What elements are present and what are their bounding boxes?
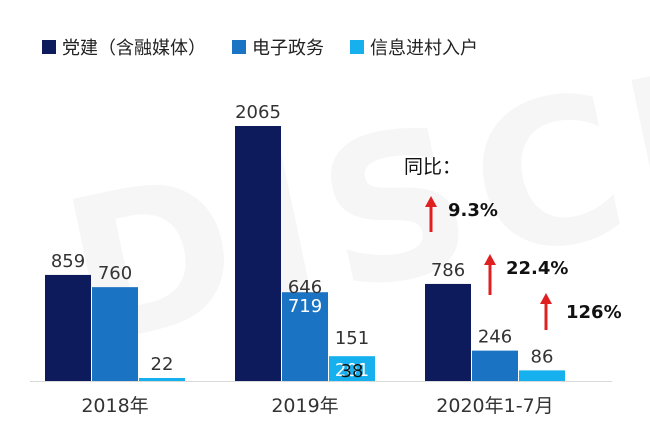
bar-label-0-1: 760 bbox=[98, 263, 132, 284]
yoy-value-series-2: 22.4% bbox=[506, 258, 569, 279]
legend: 党建（含融媒体） 电子政务 信息进村入户 bbox=[42, 34, 478, 60]
legend-label-series-3: 信息进村入户 bbox=[370, 38, 478, 59]
legend-swatch-series-1 bbox=[42, 40, 56, 54]
yoy-arrow-head-2 bbox=[540, 293, 552, 304]
extra-label-2019-rural-inner: 38 bbox=[341, 361, 364, 382]
bar-label-0-2: 22 bbox=[151, 354, 174, 375]
bar-label-1-2: 201 bbox=[335, 360, 369, 381]
yoy-arrow-head-0 bbox=[425, 196, 437, 207]
bar-label-2-0: 786 bbox=[431, 260, 465, 281]
yoy-value-series-3: 126% bbox=[566, 302, 622, 323]
legend-label-series-1: 党建（含融媒体） bbox=[62, 38, 206, 59]
yoy-value-series-1: 9.3% bbox=[448, 200, 498, 221]
bar-2-2 bbox=[519, 370, 565, 381]
bar-label-0-0: 859 bbox=[51, 251, 85, 272]
legend-swatch-series-2 bbox=[232, 40, 246, 54]
bar-label-1-1: 719 bbox=[288, 296, 322, 317]
bar-label-1-0: 2065 bbox=[235, 102, 281, 123]
x-tick-1: 2019年 bbox=[271, 395, 338, 417]
bar-0-0 bbox=[45, 274, 91, 381]
bar-label-2-2: 86 bbox=[531, 346, 554, 367]
bar-1-0 bbox=[235, 126, 281, 381]
bar-2-1 bbox=[472, 350, 518, 381]
legend-label-series-2: 电子政务 bbox=[252, 38, 324, 59]
extra-label-2019-rural: 151 bbox=[335, 328, 369, 349]
bar-0-2 bbox=[139, 378, 185, 381]
bar-1-1 bbox=[282, 292, 328, 381]
bar-1-2 bbox=[329, 356, 375, 381]
bar-label-2-1: 246 bbox=[478, 327, 512, 348]
x-tick-0: 2018年 bbox=[81, 395, 148, 417]
legend-swatch-series-3 bbox=[350, 40, 364, 54]
x-tick-2: 2020年1-7月 bbox=[436, 395, 553, 417]
bar-2-0 bbox=[425, 283, 471, 381]
bar-0-1 bbox=[92, 287, 138, 381]
yoy-arrow-head-1 bbox=[484, 254, 496, 265]
legend-item-series-2: 电子政务 bbox=[232, 34, 324, 60]
legend-item-series-3: 信息进村入户 bbox=[350, 34, 478, 60]
yoy-title: 同比： bbox=[404, 156, 462, 178]
legend-item-series-1: 党建（含融媒体） bbox=[42, 34, 206, 60]
extra-label-2019-egov: 646 bbox=[288, 277, 322, 298]
